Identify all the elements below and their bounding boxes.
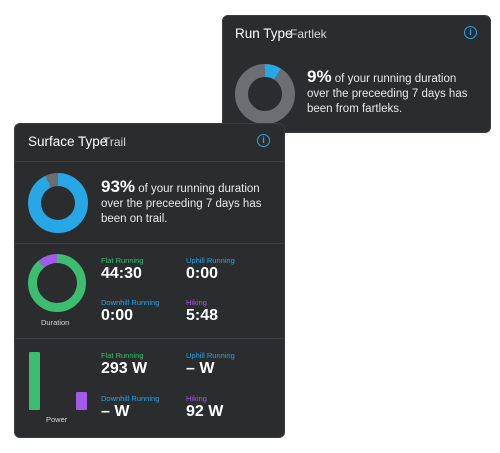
info-icon[interactable]: i — [464, 26, 477, 39]
other-segment — [235, 64, 295, 124]
card-subtitle: Trail — [103, 135, 126, 149]
card-title: Surface Type — [28, 134, 108, 149]
summary-line-3: been from fartleks. — [307, 103, 403, 115]
uphill-running-duration: 0:00 — [186, 265, 219, 282]
hiking-duration: 5:48 — [186, 307, 219, 324]
flat-running-label: Flat Running — [101, 256, 144, 265]
card-subtitle: Fartlek — [290, 27, 327, 41]
downhill-running-label: Downhill Running — [101, 298, 160, 307]
run-type-header: Run Type Fartlek i — [223, 16, 490, 54]
hiking-label: Hiking — [186, 394, 207, 403]
trail-segment — [28, 173, 88, 233]
summary-line-3: been on trail. — [101, 213, 168, 225]
duration-caption: Duration — [41, 318, 70, 327]
hiking-power: 92 W — [186, 403, 224, 420]
summary-line-1: of your running duration — [334, 73, 457, 85]
uphill-running-label: Uphill Running — [186, 351, 235, 360]
divider — [15, 338, 284, 339]
other-segment — [28, 173, 88, 233]
divider — [15, 161, 284, 162]
run-type-card: Run Type Fartlek i 9% of your running du… — [222, 15, 491, 133]
flat-running-label: Flat Running — [101, 351, 144, 360]
flat-running-power: 293 W — [101, 360, 148, 377]
summary-line-1: of your running duration — [138, 183, 260, 195]
run-type-donut — [235, 64, 295, 124]
percent-value: 9% — [307, 67, 332, 86]
power-bar-hiking — [76, 391, 87, 410]
power-bar-flat — [29, 352, 40, 410]
flat-running-segment — [28, 254, 86, 312]
surface-type-card: Surface Type Trail i 93% of your running… — [14, 123, 285, 438]
uphill-running-power: – W — [186, 360, 215, 377]
surface-type-donut — [28, 173, 88, 233]
downhill-running-duration: 0:00 — [101, 307, 134, 324]
percent-value: 93% — [101, 177, 136, 196]
downhill-running-power: – W — [101, 403, 130, 420]
divider — [15, 243, 284, 244]
info-icon[interactable]: i — [257, 134, 270, 147]
summary-line-2: over the preceeding 7 days has — [307, 88, 468, 100]
surface-type-summary: 93% of your running duration over the pr… — [101, 177, 281, 227]
summary-line-2: over the preceeding 7 days has — [101, 198, 262, 210]
hiking-label: Hiking — [186, 298, 207, 307]
hiking-segment — [28, 254, 86, 312]
flat-running-duration: 44:30 — [101, 265, 142, 282]
card-title: Run Type — [235, 26, 293, 41]
surface-type-header: Surface Type Trail i — [15, 124, 284, 162]
power-caption: Power — [46, 415, 68, 424]
uphill-running-label: Uphill Running — [186, 256, 235, 265]
downhill-running-label: Downhill Running — [101, 394, 160, 403]
run-type-summary: 9% of your running duration over the pre… — [307, 67, 487, 117]
duration-donut — [28, 254, 86, 312]
